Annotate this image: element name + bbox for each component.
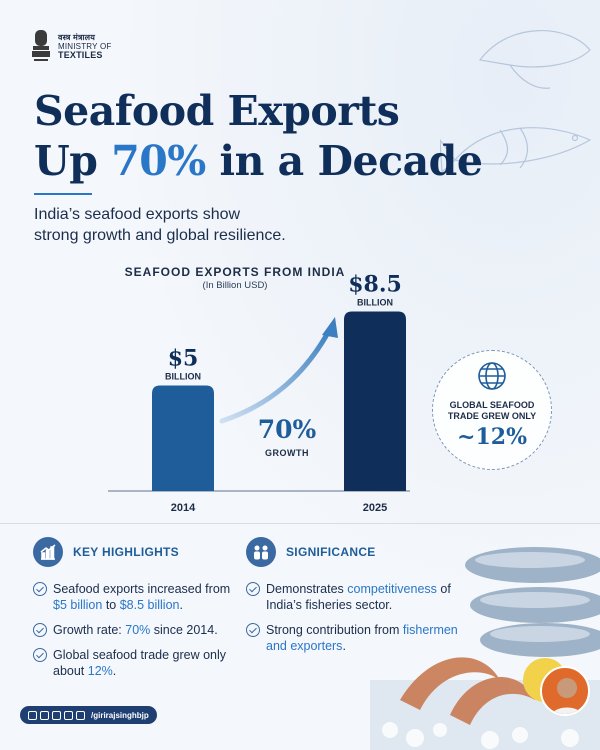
- decorative-fish-sketch: [440, 30, 592, 174]
- significance-title: SIGNIFICANCE: [286, 545, 376, 559]
- ministry-line2: TEXTILES: [58, 49, 103, 60]
- highlight-text: $8.5 billion: [119, 598, 180, 612]
- chart-unit: (In Billion USD): [202, 280, 268, 291]
- bar-2025: [344, 311, 406, 491]
- list-item-text: Global seafood trade grew only about 12%…: [53, 647, 243, 679]
- bar-value-sublabel: BILLION: [357, 298, 393, 308]
- growth-chart-icon: [33, 537, 63, 567]
- highlight-text: 70%: [125, 623, 151, 637]
- highlights-list: Seafood exports increased from $5 billio…: [33, 581, 243, 679]
- title-underline: [34, 193, 92, 195]
- list-item-text: Demonstrates competitiveness of India’s …: [266, 581, 476, 613]
- growth-callout: 70% GROWTH: [232, 415, 342, 458]
- bar-value-label: $8.5: [348, 272, 402, 298]
- social-handle[interactable]: /girirajsinghbjp: [91, 710, 149, 720]
- body-text: Strong contribution from: [266, 623, 403, 637]
- significance-section: SIGNIFICANCE Demonstrates competitivenes…: [246, 537, 476, 663]
- x-tick-label: 2014: [171, 502, 196, 514]
- check-circle-icon: [33, 623, 47, 637]
- key-highlights-section: KEY HIGHLIGHTS Seafood exports increased…: [33, 537, 243, 688]
- global-line2: TRADE GREW ONLY: [447, 411, 537, 421]
- highlight-text: 12%: [87, 664, 113, 678]
- title-post: in a Decade: [205, 137, 483, 185]
- globe-icon: [478, 362, 506, 390]
- threads-icon[interactable]: [40, 710, 49, 720]
- social-bar[interactable]: /girirajsinghbjp: [20, 706, 157, 724]
- significance-list: Demonstrates competitiveness of India’s …: [246, 581, 476, 654]
- ministry-hindi: वस्त्र मंत्रालय: [58, 32, 96, 42]
- global-trade-callout: GLOBAL SEAFOOD TRADE GREW ONLY ~12%: [432, 350, 552, 470]
- highlight-text: $5 billion: [53, 598, 103, 612]
- people-icon: [246, 537, 276, 567]
- title-line1: Seafood Exports: [34, 87, 400, 135]
- subtitle-line1: India’s seafood exports show: [34, 206, 241, 223]
- list-item-text: Growth rate: 70% since 2014.: [53, 622, 218, 638]
- bar-value-label: $5: [168, 345, 199, 371]
- body-text: .: [342, 639, 346, 653]
- growth-label: GROWTH: [265, 448, 309, 458]
- growth-arrow: [219, 326, 333, 424]
- body-text: Seafood exports increased from: [53, 582, 231, 596]
- global-line1: GLOBAL SEAFOOD: [449, 400, 535, 410]
- check-circle-icon: [33, 648, 47, 662]
- linkedin-icon[interactable]: [52, 710, 61, 720]
- body-text: of India’s fisheries sector.: [266, 582, 451, 612]
- body-text: .: [112, 664, 117, 678]
- check-circle-icon: [246, 582, 260, 596]
- highlight-text: competitiveness: [347, 582, 437, 596]
- body-text: Demonstrates: [266, 582, 348, 596]
- minister-avatar: [540, 666, 590, 716]
- body-text: to: [102, 598, 120, 612]
- chart-title: SEAFOOD EXPORTS FROM INDIA: [124, 265, 346, 279]
- seafood-illustration: [370, 547, 600, 750]
- bar-value-sublabel: BILLION: [165, 371, 201, 381]
- ministry-line1: MINISTRY OF: [58, 41, 112, 51]
- growth-percent: 70%: [257, 415, 317, 444]
- list-item-text: Seafood exports increased from $5 billio…: [53, 581, 243, 613]
- bar-2014: [152, 385, 214, 491]
- body-text: Growth rate:: [53, 623, 126, 637]
- x-icon[interactable]: [64, 710, 73, 720]
- title-accent: 70%: [111, 137, 206, 185]
- list-item: Strong contribution from fishermen and e…: [246, 622, 476, 654]
- facebook-icon[interactable]: [76, 710, 85, 720]
- highlight-text: fishermen and exporters: [266, 623, 458, 653]
- page-title: Seafood Exports Up 70% in a Decade: [34, 86, 483, 186]
- check-circle-icon: [33, 582, 47, 596]
- subtitle: India’s seafood exports show strong grow…: [34, 204, 286, 246]
- title-pre: Up: [34, 137, 112, 185]
- ministry-logo: वस्त्र मंत्रालय MINISTRY OF TEXTILES: [30, 28, 111, 64]
- instagram-icon[interactable]: [28, 710, 37, 720]
- state-emblem-icon: [32, 30, 50, 61]
- subtitle-line2: strong growth and global resilience.: [34, 227, 286, 244]
- growth-arrowhead: [322, 317, 338, 338]
- list-item-text: Strong contribution from fishermen and e…: [266, 622, 476, 654]
- check-circle-icon: [246, 623, 260, 637]
- body-text: .: [179, 598, 183, 612]
- x-tick-label: 2025: [363, 502, 387, 514]
- title-line2: Up 70% in a Decade: [34, 136, 483, 186]
- global-value: ~12%: [457, 424, 527, 450]
- body-text: Global seafood trade grew only about: [53, 648, 227, 678]
- list-item: Demonstrates competitiveness of India’s …: [246, 581, 476, 613]
- list-item: Global seafood trade grew only about 12%…: [33, 647, 243, 679]
- body-text: since 2014.: [150, 623, 218, 637]
- highlights-title: KEY HIGHLIGHTS: [73, 545, 179, 559]
- section-divider: [0, 523, 600, 524]
- list-item: Seafood exports increased from $5 billio…: [33, 581, 243, 613]
- list-item: Growth rate: 70% since 2014.: [33, 622, 243, 638]
